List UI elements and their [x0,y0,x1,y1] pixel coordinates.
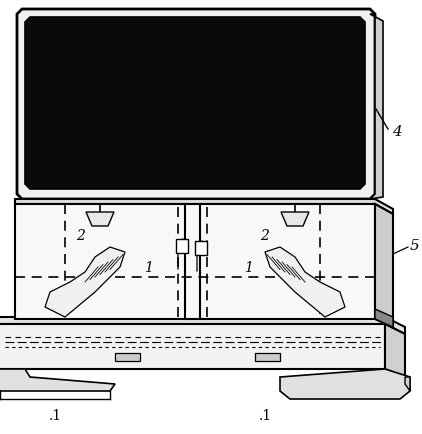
Polygon shape [25,18,365,190]
Polygon shape [375,204,393,327]
Polygon shape [15,200,393,214]
Polygon shape [405,377,410,391]
Polygon shape [17,10,375,200]
Polygon shape [195,241,207,256]
Polygon shape [0,317,405,334]
Polygon shape [265,247,345,317]
Polygon shape [281,213,309,227]
Polygon shape [370,15,383,200]
Polygon shape [375,309,393,327]
Polygon shape [115,353,140,361]
Polygon shape [385,324,405,377]
Polygon shape [86,213,114,227]
Text: .1: .1 [258,408,272,422]
Polygon shape [255,353,280,361]
Text: 2: 2 [260,228,269,243]
Polygon shape [0,324,385,369]
Text: 2: 2 [76,228,84,243]
Polygon shape [176,240,188,253]
Text: .1: .1 [49,408,62,422]
Text: 5: 5 [410,238,420,253]
Text: 1: 1 [243,260,252,274]
Polygon shape [280,369,410,399]
Text: 4: 4 [392,125,402,139]
Text: 1: 1 [143,260,152,274]
Polygon shape [15,204,375,319]
Polygon shape [0,369,115,391]
Polygon shape [45,247,125,317]
